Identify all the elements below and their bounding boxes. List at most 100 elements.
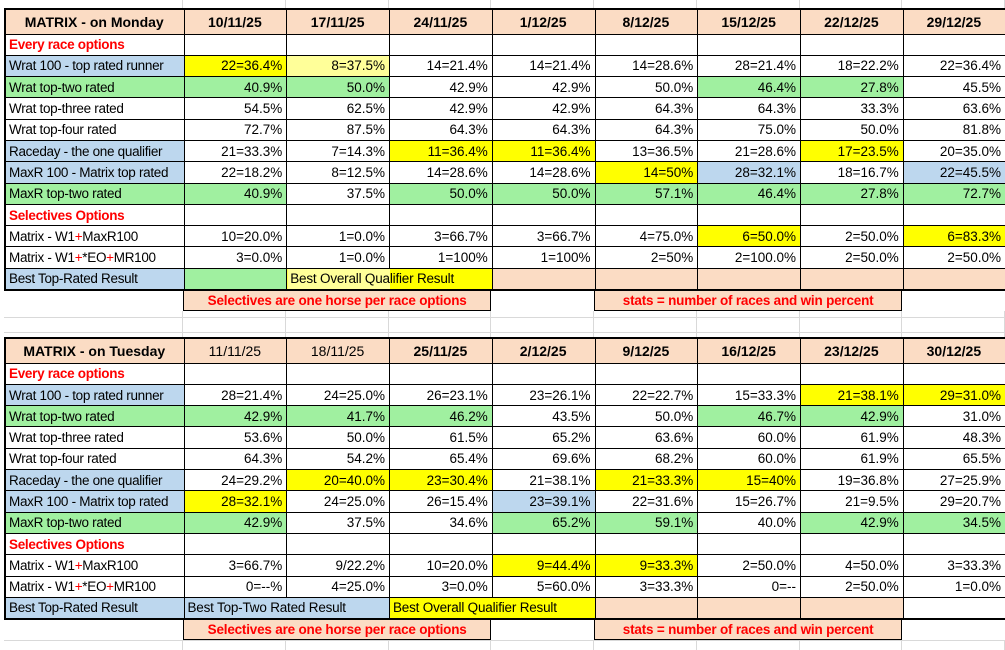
data-cell[interactable]: 40.0% bbox=[697, 511, 801, 534]
data-cell[interactable]: 9=44.4% bbox=[491, 554, 596, 577]
row-label[interactable]: Best Top-Rated Result bbox=[4, 596, 185, 620]
data-cell[interactable]: 3=66.7% bbox=[491, 225, 596, 248]
data-cell[interactable]: 57.1% bbox=[594, 182, 699, 205]
data-cell[interactable]: 8=12.5% bbox=[286, 161, 390, 184]
data-cell[interactable]: 20=40.0% bbox=[286, 469, 390, 492]
row-label[interactable]: Wrat top-two rated bbox=[4, 405, 185, 428]
data-cell[interactable]: 41.7% bbox=[286, 405, 390, 428]
data-cell[interactable]: 64.3% bbox=[491, 118, 596, 141]
data-cell[interactable] bbox=[594, 203, 699, 227]
data-cell[interactable]: 65.4% bbox=[389, 447, 493, 471]
row-label[interactable]: MaxR 100 - Matrix top rated bbox=[4, 161, 185, 184]
data-cell[interactable]: 87.5% bbox=[286, 118, 390, 141]
data-cell[interactable]: 61.5% bbox=[389, 426, 493, 449]
date-header[interactable]: 29/12/25 bbox=[902, 8, 1005, 35]
date-header[interactable]: 11/11/25 bbox=[183, 337, 288, 364]
data-cell[interactable] bbox=[697, 203, 801, 227]
data-cell[interactable]: 42.9% bbox=[800, 511, 904, 534]
data-cell[interactable]: 42.9% bbox=[491, 97, 596, 120]
data-cell[interactable]: 23=30.4% bbox=[389, 469, 493, 492]
data-cell[interactable] bbox=[594, 532, 699, 556]
data-cell[interactable] bbox=[491, 267, 596, 291]
data-cell[interactable]: Best Overall Qualifier Result bbox=[389, 596, 596, 620]
data-cell[interactable] bbox=[697, 362, 801, 385]
data-cell[interactable]: 29=31.0% bbox=[902, 383, 1005, 407]
data-cell[interactable]: 27=25.9% bbox=[902, 469, 1005, 492]
data-cell[interactable] bbox=[183, 362, 288, 385]
data-cell[interactable]: 14=21.4% bbox=[491, 54, 596, 78]
data-cell[interactable]: 10=20.0% bbox=[389, 554, 493, 577]
data-cell[interactable]: 1=100% bbox=[491, 246, 596, 269]
data-cell[interactable]: 31.0% bbox=[902, 405, 1005, 428]
data-cell[interactable] bbox=[491, 362, 596, 385]
data-cell[interactable]: 22=22.7% bbox=[594, 383, 699, 407]
data-cell[interactable]: 42.9% bbox=[389, 97, 493, 120]
data-cell[interactable]: 21=28.6% bbox=[697, 139, 801, 163]
data-cell[interactable]: Best Top-Two Rated Result bbox=[183, 596, 390, 620]
data-cell[interactable]: 0=--% bbox=[183, 575, 288, 598]
row-label[interactable]: Wrat top-three rated bbox=[4, 97, 185, 120]
data-cell[interactable] bbox=[389, 33, 493, 56]
data-cell[interactable]: 61.9% bbox=[800, 426, 904, 449]
data-cell[interactable] bbox=[389, 532, 493, 556]
data-cell[interactable]: 64.3% bbox=[594, 97, 699, 120]
data-cell[interactable]: 22=36.4% bbox=[183, 54, 288, 78]
data-cell[interactable]: 21=33.3% bbox=[594, 469, 699, 492]
data-cell[interactable]: 17=23.5% bbox=[800, 139, 904, 163]
row-label[interactable]: Raceday - the one qualifier bbox=[4, 139, 185, 163]
date-header[interactable]: 17/11/25 bbox=[286, 8, 390, 35]
data-cell[interactable]: 21=33.3% bbox=[183, 139, 288, 163]
data-cell[interactable]: 64.3% bbox=[389, 118, 493, 141]
data-cell[interactable]: 14=28.6% bbox=[594, 54, 699, 78]
data-cell[interactable]: 4=75.0% bbox=[594, 225, 699, 248]
data-cell[interactable]: 23=26.1% bbox=[491, 383, 596, 407]
data-cell[interactable]: 65.2% bbox=[491, 511, 596, 534]
data-cell[interactable] bbox=[800, 267, 904, 291]
data-cell[interactable]: 28=32.1% bbox=[183, 490, 288, 513]
data-cell[interactable]: 50.0% bbox=[286, 76, 390, 99]
data-cell[interactable]: 1=0.0% bbox=[286, 246, 390, 269]
data-cell[interactable]: 64.3% bbox=[594, 118, 699, 141]
data-cell[interactable]: 61.9% bbox=[800, 447, 904, 471]
data-cell[interactable]: 48.3% bbox=[902, 426, 1005, 449]
data-cell[interactable]: 33.3% bbox=[800, 97, 904, 120]
date-header[interactable]: 16/12/25 bbox=[697, 337, 801, 364]
data-cell[interactable]: 15=33.3% bbox=[697, 383, 801, 407]
data-cell[interactable]: 46.4% bbox=[697, 182, 801, 205]
data-cell[interactable]: 40.9% bbox=[183, 182, 288, 205]
row-label[interactable]: Selectives Options bbox=[4, 532, 185, 556]
data-cell[interactable]: 14=21.4% bbox=[389, 54, 493, 78]
data-cell[interactable]: 22=31.6% bbox=[594, 490, 699, 513]
data-cell[interactable]: 40.9% bbox=[183, 76, 288, 99]
data-cell[interactable]: 59.1% bbox=[594, 511, 699, 534]
data-cell[interactable]: 28=21.4% bbox=[697, 54, 801, 78]
data-cell[interactable] bbox=[800, 33, 904, 56]
data-cell[interactable]: 26=15.4% bbox=[389, 490, 493, 513]
row-label[interactable]: Every race options bbox=[4, 362, 185, 385]
data-cell[interactable] bbox=[286, 532, 390, 556]
data-cell[interactable] bbox=[800, 532, 904, 556]
data-cell[interactable] bbox=[286, 33, 390, 56]
row-label[interactable]: MaxR top-two rated bbox=[4, 511, 185, 534]
data-cell[interactable]: 45.5% bbox=[902, 76, 1005, 99]
data-cell[interactable]: 7=14.3% bbox=[286, 139, 390, 163]
data-cell[interactable]: 46.2% bbox=[389, 405, 493, 428]
data-cell[interactable]: 63.6% bbox=[902, 97, 1005, 120]
data-cell[interactable] bbox=[594, 596, 699, 620]
data-cell[interactable]: 24=29.2% bbox=[183, 469, 288, 492]
data-cell[interactable]: 3=0.0% bbox=[183, 246, 288, 269]
date-header[interactable]: 15/12/25 bbox=[697, 8, 801, 35]
row-label[interactable]: Matrix - W1+MaxR100 bbox=[4, 554, 185, 577]
data-cell[interactable]: 34.6% bbox=[389, 511, 493, 534]
data-cell[interactable]: 11=36.4% bbox=[389, 139, 493, 163]
data-cell[interactable]: 46.7% bbox=[697, 405, 801, 428]
data-cell[interactable]: 3=66.7% bbox=[389, 225, 493, 248]
data-cell[interactable]: 50.0% bbox=[286, 426, 390, 449]
data-cell[interactable] bbox=[697, 267, 801, 291]
data-cell[interactable]: 42.9% bbox=[491, 76, 596, 99]
data-cell[interactable]: 3=66.7% bbox=[183, 554, 288, 577]
data-cell[interactable]: 19=36.8% bbox=[800, 469, 904, 492]
data-cell[interactable]: 63.6% bbox=[594, 426, 699, 449]
row-label[interactable]: Matrix - W1+*EO+MR100 bbox=[4, 246, 185, 269]
data-cell[interactable]: 3=33.3% bbox=[902, 554, 1005, 577]
